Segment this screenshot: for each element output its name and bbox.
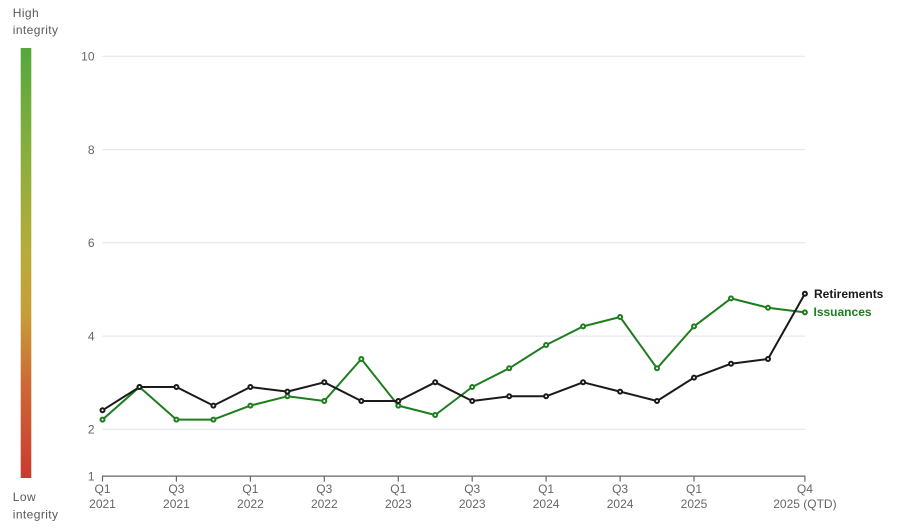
svg-text:10: 10 bbox=[81, 50, 95, 64]
svg-text:integrity: integrity bbox=[13, 508, 59, 522]
svg-text:6: 6 bbox=[88, 236, 95, 250]
svg-text:8: 8 bbox=[88, 143, 95, 157]
svg-text:1: 1 bbox=[88, 469, 95, 483]
svg-text:Issuances: Issuances bbox=[814, 305, 872, 319]
svg-text:2: 2 bbox=[88, 423, 95, 437]
svg-text:integrity: integrity bbox=[13, 23, 59, 37]
svg-text:4: 4 bbox=[88, 330, 95, 344]
svg-text:High: High bbox=[13, 6, 39, 20]
svg-text:Retirements: Retirements bbox=[814, 287, 884, 301]
svg-text:Low: Low bbox=[13, 490, 36, 504]
